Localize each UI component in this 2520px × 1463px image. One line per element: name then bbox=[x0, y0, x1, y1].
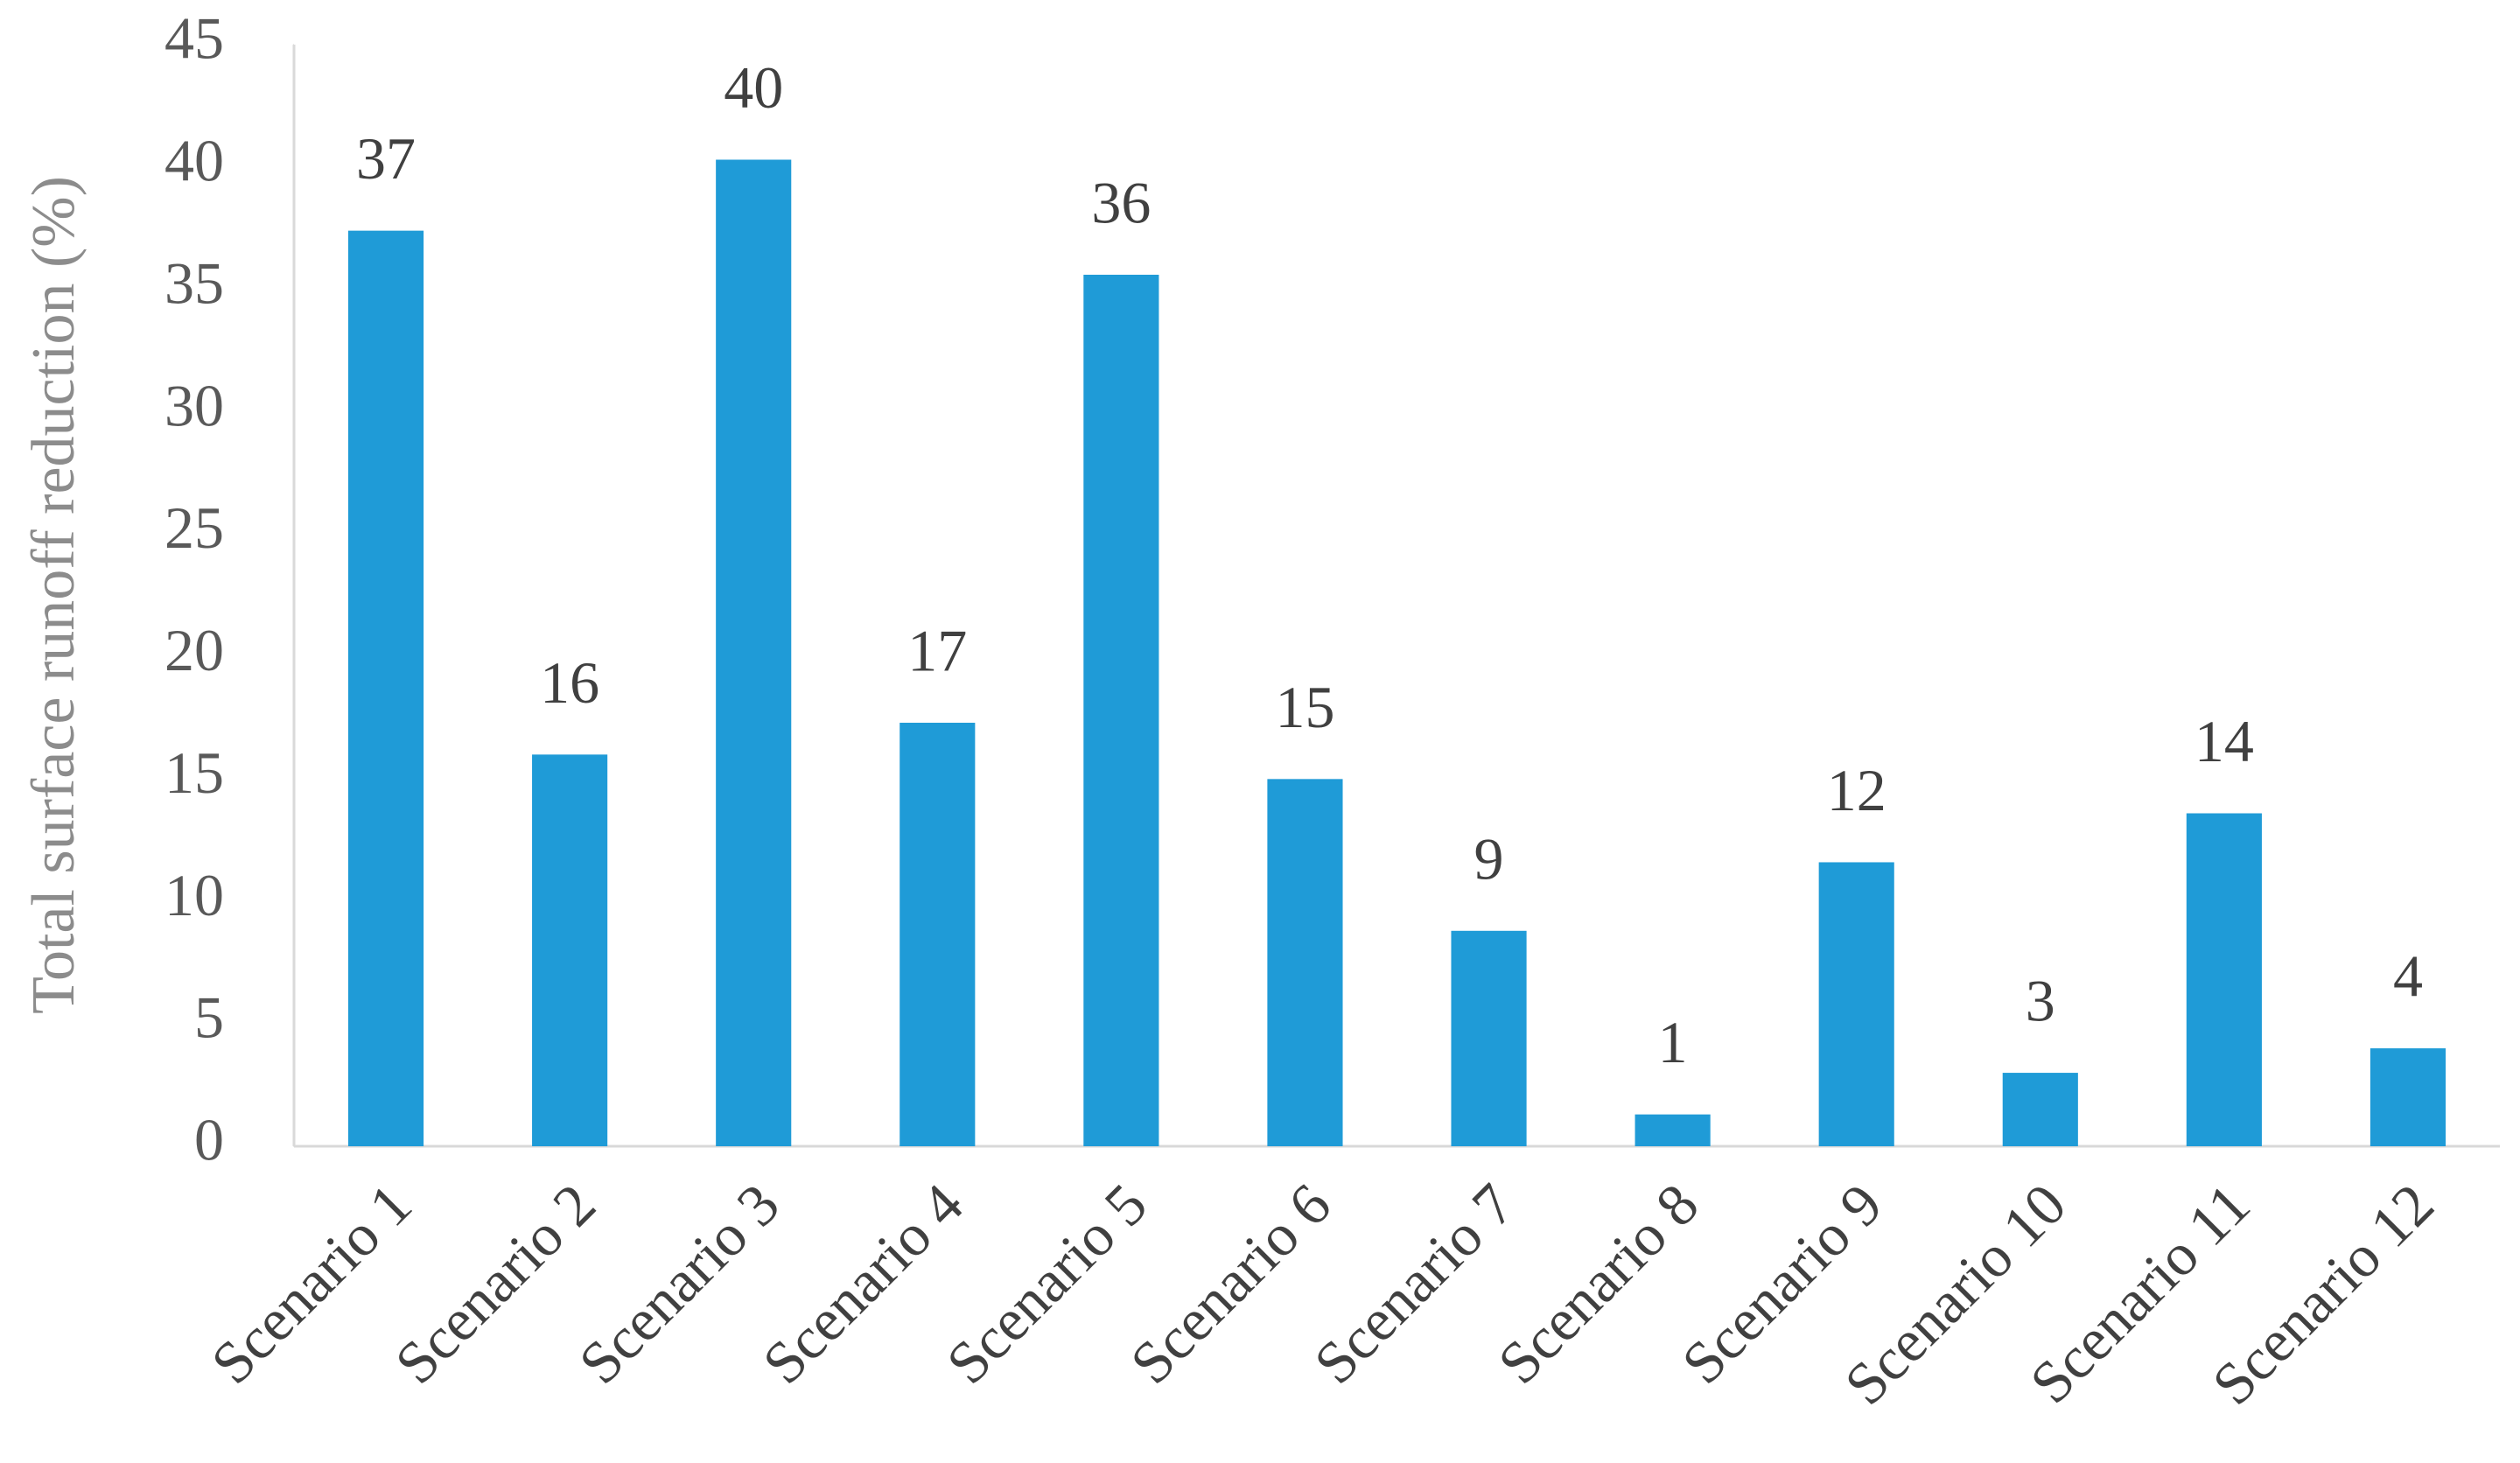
x-tick-label: Scenario 7 bbox=[1301, 1171, 1527, 1396]
value-label: 1 bbox=[1658, 1009, 1688, 1075]
x-tick-label: Scenario 1 bbox=[199, 1171, 424, 1396]
y-tick-label: 10 bbox=[164, 862, 224, 928]
y-tick-label: 5 bbox=[194, 984, 224, 1051]
value-label: 40 bbox=[724, 54, 783, 121]
x-tick-label: Scenario 3 bbox=[566, 1171, 792, 1396]
value-label: 16 bbox=[540, 649, 599, 716]
y-tick-label: 0 bbox=[194, 1107, 224, 1173]
x-tick-label: Scenario 5 bbox=[934, 1171, 1159, 1396]
x-tick-label: Scenario 2 bbox=[382, 1171, 608, 1396]
value-label: 3 bbox=[2026, 968, 2055, 1034]
y-tick-label: 40 bbox=[164, 127, 224, 193]
value-label: 17 bbox=[907, 618, 967, 684]
value-label: 12 bbox=[1827, 757, 1886, 823]
value-label: 36 bbox=[1091, 170, 1151, 236]
y-tick-label: 30 bbox=[164, 372, 224, 438]
bar bbox=[1083, 274, 1159, 1147]
value-label: 4 bbox=[2393, 943, 2423, 1010]
x-tick-label: Scenario 6 bbox=[1117, 1171, 1343, 1396]
bar bbox=[347, 230, 424, 1146]
bar bbox=[1267, 779, 1343, 1146]
y-tick-label: 15 bbox=[164, 739, 224, 806]
y-tick-label: 25 bbox=[164, 494, 224, 561]
y-tick-label: 45 bbox=[164, 5, 224, 72]
y-tick-label: 35 bbox=[164, 249, 224, 316]
x-tick-label: Scenario 4 bbox=[750, 1171, 976, 1396]
bar bbox=[1634, 1114, 1711, 1146]
bar bbox=[1818, 862, 1894, 1146]
bar bbox=[1451, 930, 1527, 1146]
value-label: 14 bbox=[2194, 708, 2254, 774]
bar bbox=[2370, 1048, 2446, 1146]
bar bbox=[2002, 1073, 2078, 1146]
value-label: 9 bbox=[1474, 825, 1504, 892]
bar bbox=[2186, 813, 2262, 1146]
y-tick-label: 20 bbox=[164, 617, 224, 683]
bar bbox=[900, 722, 976, 1146]
bar bbox=[716, 159, 792, 1146]
value-label: 15 bbox=[1275, 674, 1334, 740]
value-label: 37 bbox=[356, 125, 416, 192]
x-tick-label: Scenario 8 bbox=[1485, 1171, 1711, 1396]
bar bbox=[532, 754, 608, 1146]
y-axis-title: Total surface runoff reduction (%) bbox=[20, 176, 88, 1014]
